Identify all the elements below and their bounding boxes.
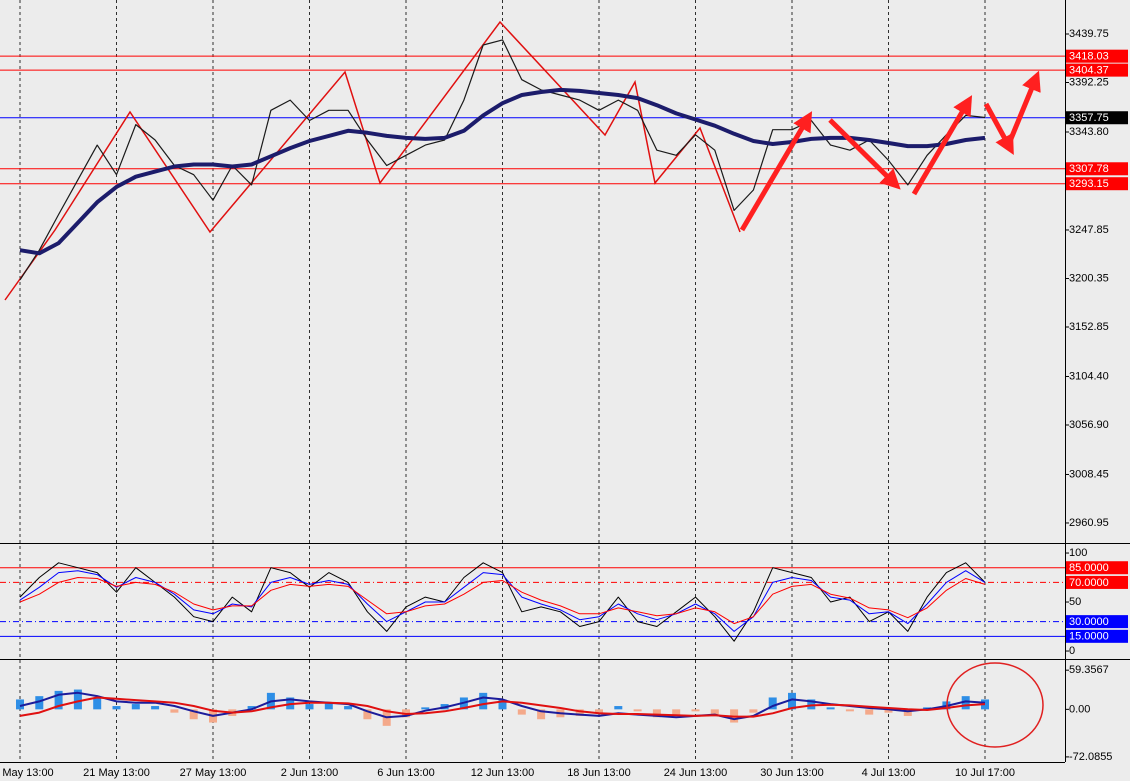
histogram-bar — [151, 706, 160, 710]
histogram-bar — [35, 696, 44, 710]
level-label: 3307.78 — [1069, 163, 1109, 175]
x-tick-label: 12 Jun 13:00 — [471, 767, 535, 779]
histogram-bar — [344, 706, 353, 710]
panel-frames — [0, 0, 1130, 763]
series-line — [19, 570, 986, 632]
y-tick-label: 3247.85 — [1069, 224, 1109, 236]
y-tick-label: 100 — [1069, 547, 1087, 559]
series-line — [19, 87, 986, 256]
histogram-bar — [305, 704, 314, 710]
histogram-bar — [324, 702, 333, 710]
histogram-bar — [421, 707, 430, 710]
level-label: 3404.37 — [1069, 65, 1109, 77]
histogram-bar — [54, 690, 63, 710]
level-label-box — [1066, 111, 1128, 125]
histogram-bar — [363, 709, 372, 720]
y-tick-label: 2960.95 — [1069, 517, 1109, 529]
x-tick-label: 24 Jun 13:00 — [664, 767, 728, 779]
histogram-bar — [73, 689, 82, 710]
histogram-bar — [170, 709, 179, 713]
histogram-bar — [865, 709, 874, 715]
level-label: 3293.15 — [1069, 178, 1109, 190]
histogram-bar — [788, 692, 796, 710]
histogram-bar — [633, 709, 642, 712]
y-tick-label: 59.3567 — [1069, 664, 1109, 676]
y-tick-label: 3152.85 — [1069, 321, 1109, 333]
level-label: 3357.75 — [1069, 112, 1109, 124]
x-tick-label: 2 Jun 13:00 — [281, 767, 339, 779]
level-label-box — [1066, 561, 1128, 575]
level-label-box — [1066, 162, 1128, 176]
y-tick-label: 3392.25 — [1069, 76, 1109, 88]
level-label: 70.0000 — [1069, 577, 1109, 589]
histogram-bar — [691, 709, 700, 712]
highlight-circle — [946, 662, 1044, 748]
histogram-bar — [845, 709, 854, 712]
plot — [16, 39, 989, 726]
histogram-bar — [807, 699, 816, 710]
histogram-bar — [884, 709, 893, 713]
histogram-bar — [652, 709, 661, 718]
level-label-box — [1066, 63, 1128, 77]
y-tick-label: 0.00 — [1069, 703, 1090, 715]
level-label: 85.0000 — [1069, 562, 1109, 574]
y-tick-label: -72.0855 — [1069, 751, 1112, 763]
y-tick-label: 3104.40 — [1069, 370, 1109, 382]
histogram-bar — [575, 709, 584, 716]
histogram-bar — [189, 709, 198, 720]
histogram-bar — [247, 706, 256, 710]
histogram-bar — [672, 709, 681, 715]
level-label: 15.0000 — [1069, 631, 1109, 643]
zigzag-drawing — [4, 20, 741, 301]
histogram-bar — [16, 699, 24, 710]
grid — [0, 0, 1065, 762]
histogram-bar — [768, 697, 777, 710]
series-line — [19, 577, 986, 625]
y-tick-label: 3008.45 — [1069, 468, 1109, 480]
histogram-bar — [961, 696, 970, 710]
histogram-bar — [498, 699, 507, 710]
x-tick-label: 27 May 13:00 — [180, 767, 247, 779]
histogram-bar — [537, 709, 546, 720]
y-tick-label: 3200.35 — [1069, 272, 1109, 284]
histogram-bar — [517, 709, 526, 715]
level-label-box — [1066, 49, 1128, 63]
x-tick-label: 4 Jul 13:00 — [862, 767, 916, 779]
histogram-bar — [595, 709, 603, 713]
level-label-box — [1066, 575, 1128, 589]
y-tick-label: 3056.90 — [1069, 419, 1109, 431]
histogram-bar — [112, 706, 121, 710]
histogram-bar — [131, 704, 140, 710]
series-line — [19, 562, 986, 642]
x-tick-label: May 13:00 — [2, 767, 53, 779]
histogram-bar — [614, 706, 623, 710]
histogram-bar — [479, 692, 488, 710]
histogram-bar — [903, 709, 912, 716]
y-tick-label: 50 — [1069, 596, 1081, 608]
histogram-bar — [749, 709, 758, 713]
level-label-box — [1066, 629, 1128, 643]
x-tick-label: 30 Jun 13:00 — [760, 767, 824, 779]
y-tick-label: 3439.75 — [1069, 28, 1109, 40]
x-tick-label: 6 Jun 13:00 — [377, 767, 435, 779]
y-tick-label: 0 — [1069, 645, 1075, 657]
histogram-bar — [826, 707, 835, 710]
histogram-bar — [710, 709, 719, 715]
histogram-bar — [93, 697, 102, 710]
level-label: 3418.03 — [1069, 51, 1109, 63]
y-tick-label: 3343.80 — [1069, 126, 1109, 138]
level-label-box — [1066, 177, 1128, 191]
series-line — [19, 39, 986, 281]
level-label: 30.0000 — [1069, 616, 1109, 628]
series-line — [19, 691, 986, 721]
level-label-box — [1066, 615, 1128, 629]
x-tick-label: 10 Jul 17:00 — [955, 767, 1015, 779]
x-tick-label: 21 May 13:00 — [83, 767, 150, 779]
arrows — [739, 70, 1041, 232]
series-line — [19, 696, 986, 718]
x-tick-label: 18 Jun 13:00 — [567, 767, 631, 779]
